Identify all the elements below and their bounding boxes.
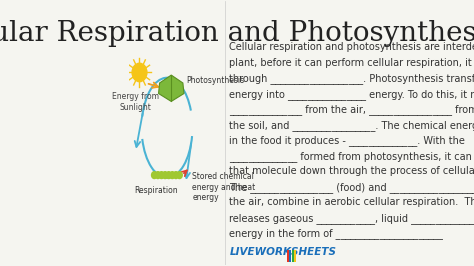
Text: Cellular Respiration and Photosynthesis: Cellular Respiration and Photosynthesis (0, 20, 474, 47)
Circle shape (177, 172, 182, 178)
Text: the air, combine in aerobic cellular respiration.  This process: the air, combine in aerobic cellular res… (229, 197, 474, 207)
Text: energy into ________________ energy. To do this, it needs: energy into ________________ energy. To … (229, 89, 474, 100)
Text: Respiration: Respiration (135, 186, 178, 195)
Text: in the food it produces - ______________. With the: in the food it produces - ______________… (229, 135, 465, 146)
FancyBboxPatch shape (292, 250, 293, 262)
Circle shape (170, 172, 175, 178)
Circle shape (155, 172, 161, 178)
Text: Stored chemical
energy and heat
energy: Stored chemical energy and heat energy (192, 172, 255, 202)
Text: Photosynthesis: Photosynthesis (186, 76, 244, 85)
FancyBboxPatch shape (294, 250, 296, 262)
Polygon shape (158, 75, 184, 101)
Text: _______________ from the air, _________________ from: _______________ from the air, __________… (229, 104, 474, 115)
FancyBboxPatch shape (289, 250, 291, 262)
FancyBboxPatch shape (287, 250, 289, 262)
Circle shape (159, 172, 164, 178)
Circle shape (152, 172, 157, 178)
Circle shape (132, 63, 147, 82)
Text: through ___________________. Photosynthesis transforms light: through ___________________. Photosynthe… (229, 73, 474, 84)
Text: The _________________ (food) and ___________________ from: The _________________ (food) and _______… (229, 182, 474, 193)
Text: Energy from
Sunlight: Energy from Sunlight (112, 92, 159, 112)
Text: LIVEWORKSHEETS: LIVEWORKSHEETS (229, 247, 337, 257)
Text: that molecule down through the process of cellular respiration.: that molecule down through the process o… (229, 167, 474, 176)
Circle shape (166, 172, 172, 178)
Circle shape (173, 172, 179, 178)
Text: plant, before it can perform cellular respiration, it must make food: plant, before it can perform cellular re… (229, 58, 474, 68)
Text: releases gaseous ____________, liquid ______________ and: releases gaseous ____________, liquid __… (229, 213, 474, 224)
Text: the soil, and _________________. The chemical energy is stored: the soil, and _________________. The che… (229, 120, 474, 131)
Circle shape (163, 172, 168, 178)
Text: ______________ formed from photosynthesis, it can then break: ______________ formed from photosynthesi… (229, 151, 474, 162)
Text: Cellular respiration and photosynthesis are interdependent. In a: Cellular respiration and photosynthesis … (229, 42, 474, 52)
Text: energy in the form of ______________________: energy in the form of __________________… (229, 228, 443, 239)
